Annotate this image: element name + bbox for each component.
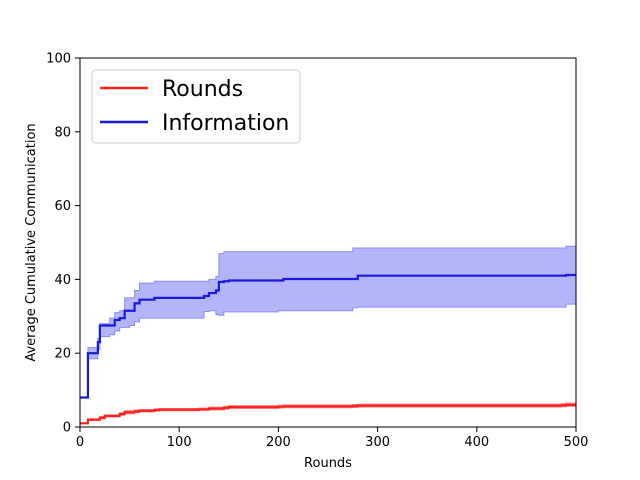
y-tick-label: 60 [54,199,71,214]
x-axis-ticks: 0 100 200 300 400 500 [76,427,589,450]
band-information [80,245,577,398]
legend-label-rounds: Rounds [162,77,243,102]
y-tick-label: 100 [46,52,71,67]
x-tick-label: 300 [365,435,390,450]
y-tick-label: 0 [63,421,71,436]
y-tick-label: 40 [54,273,71,288]
legend: Rounds Information [91,69,301,144]
series-line-information [80,273,576,399]
series-lines [80,273,576,425]
legend-label-information: Information [162,111,289,136]
x-tick-label: 100 [167,435,192,450]
y-axis-label: Average Cumulative Communication [24,123,39,361]
x-tick-label: 0 [76,435,84,450]
y-tick-label: 80 [54,125,71,140]
x-tick-label: 200 [266,435,291,450]
x-tick-label: 500 [564,435,589,450]
x-tick-label: 400 [464,435,489,450]
y-axis-ticks: 0 20 40 60 80 100 [46,52,80,436]
x-axis-label: Rounds [304,456,352,471]
y-tick-label: 20 [54,347,71,362]
series-line-rounds [80,403,576,425]
axes-frame [79,57,577,428]
